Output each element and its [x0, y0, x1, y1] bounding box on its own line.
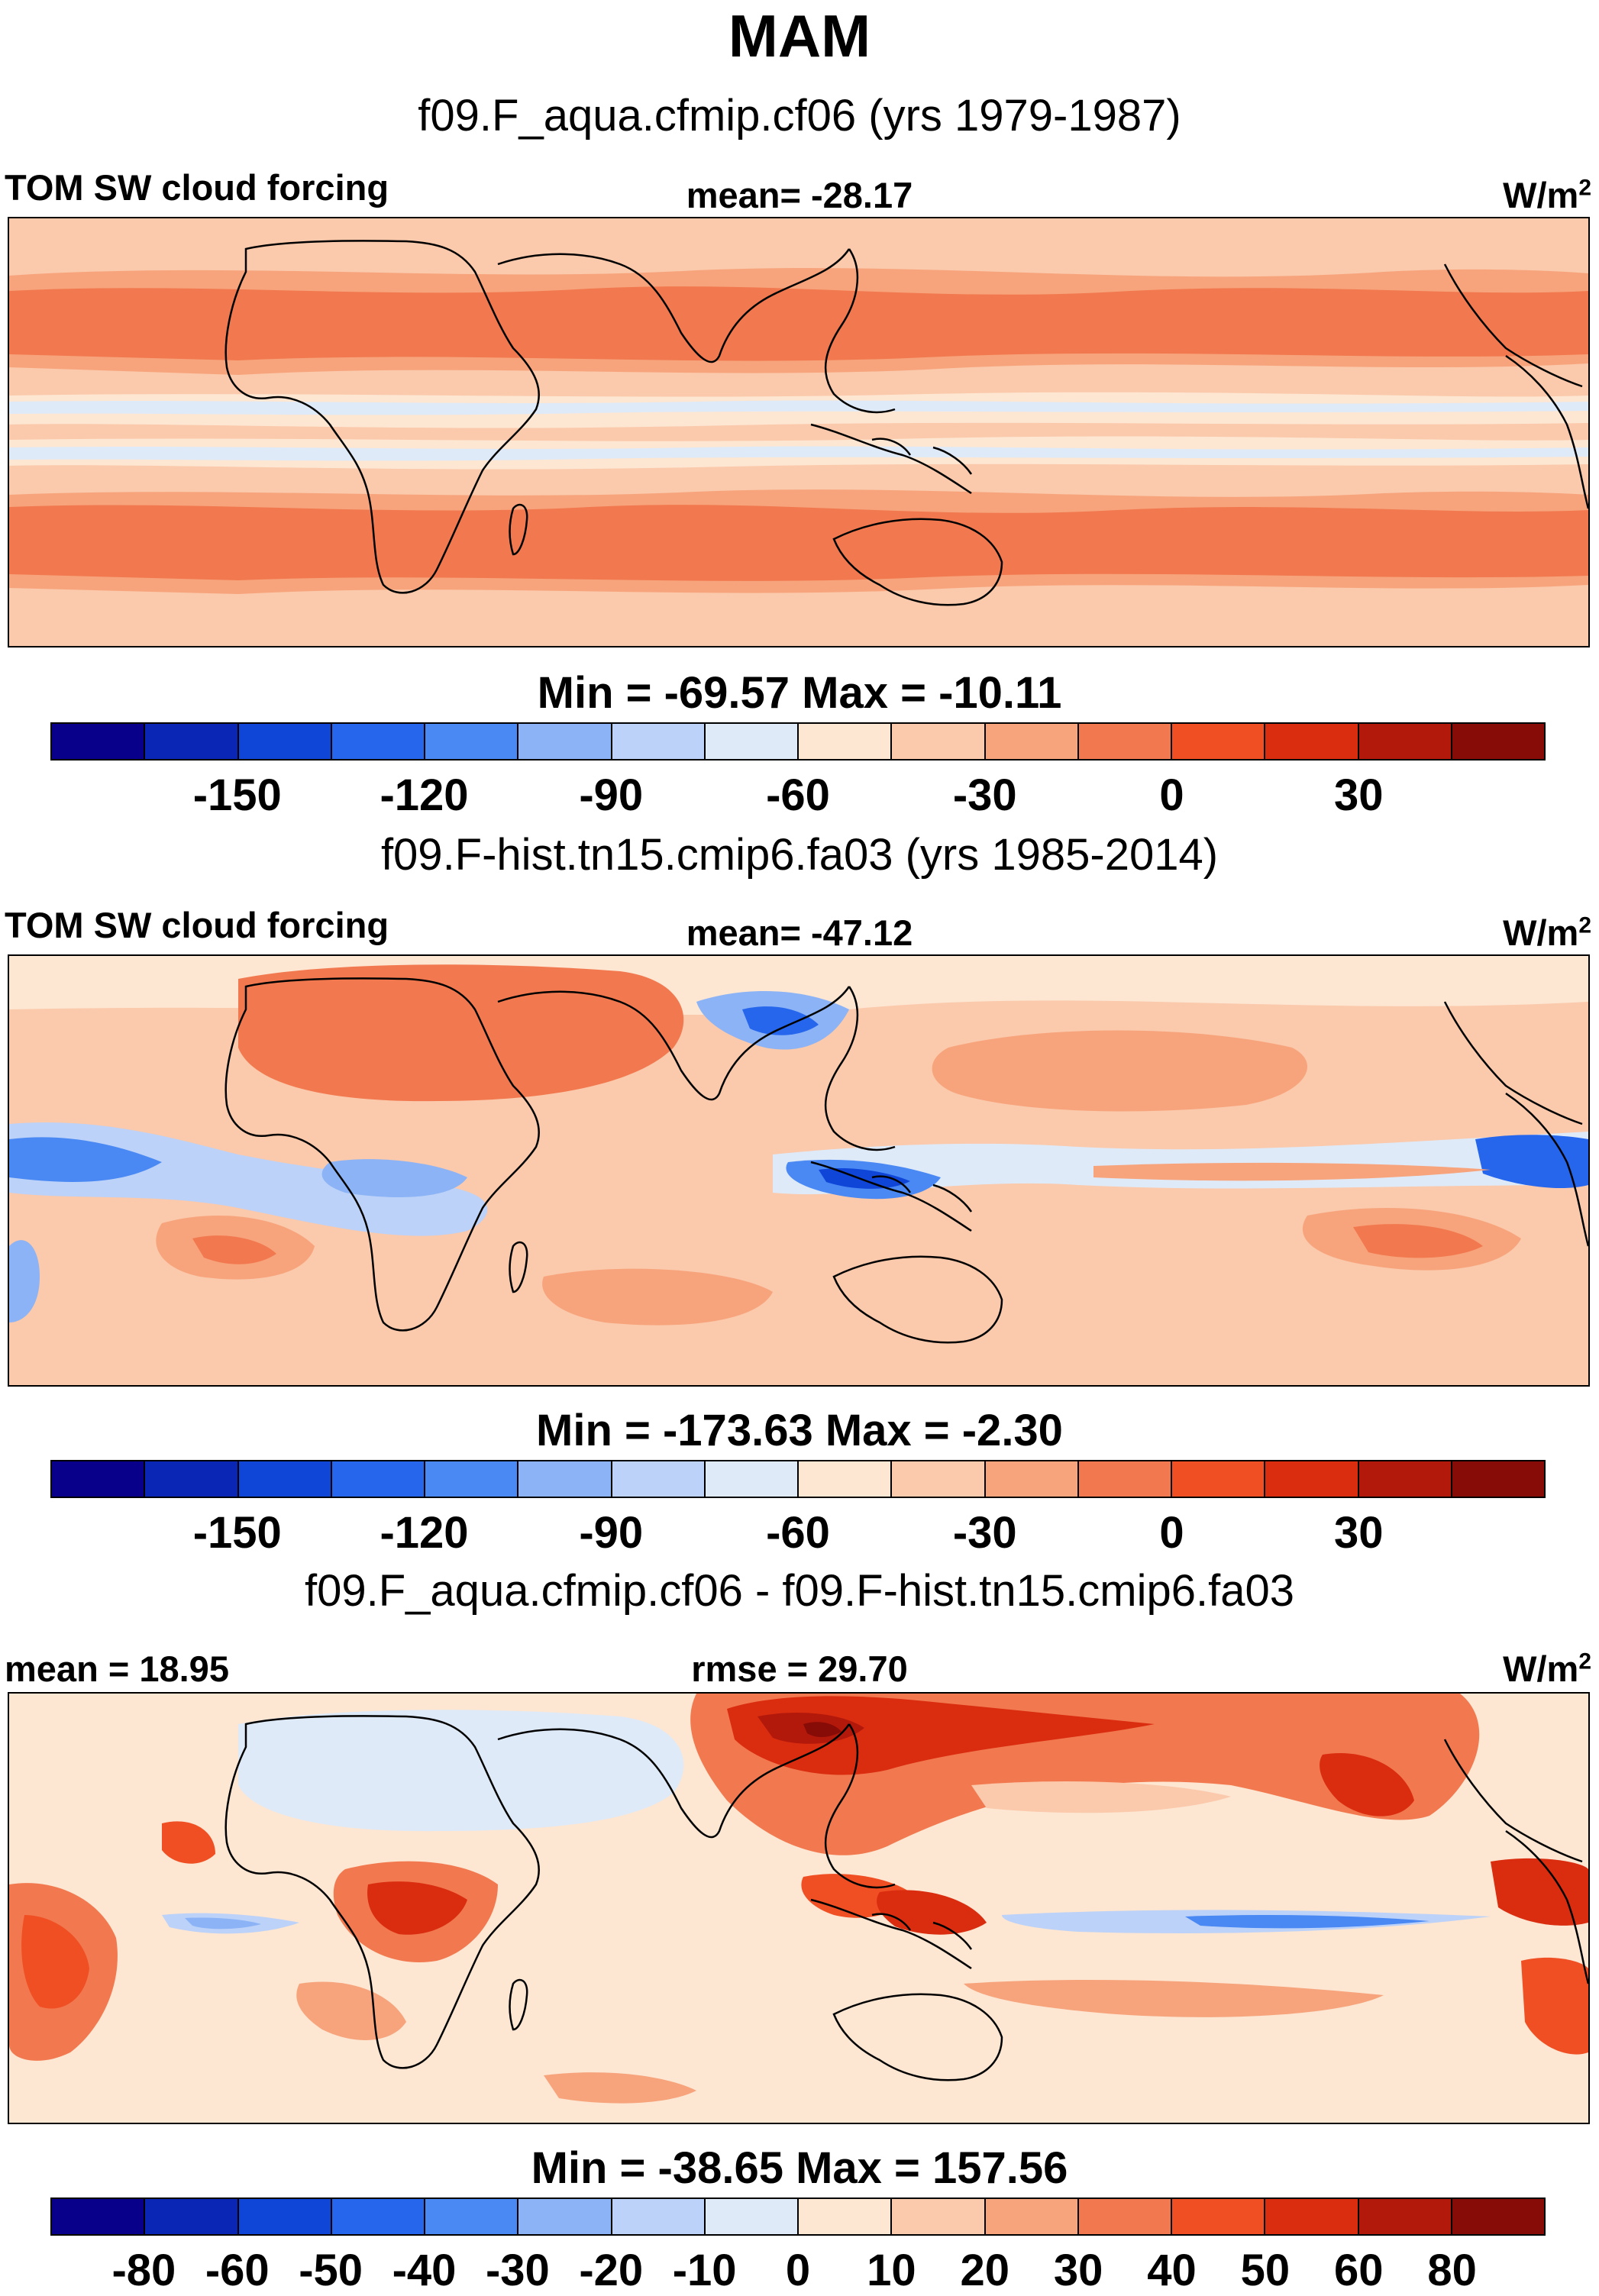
colorbar-swatch	[892, 1461, 986, 1497]
colorbar-tick-label: 60	[1333, 2246, 1384, 2295]
colorbar-tick-label: 40	[1147, 2246, 1197, 2295]
colorbar-tick-label: 80	[1427, 2246, 1477, 2295]
colorbar-tick-label: -150	[192, 1508, 282, 1558]
colorbar-swatch	[1358, 1461, 1452, 1497]
panel-2-colorbar	[50, 1460, 1546, 1498]
colorbar-swatch	[145, 2199, 239, 2234]
colorbar-swatch	[1452, 724, 1544, 759]
colorbar-swatch	[425, 1461, 519, 1497]
colorbar-swatch	[1358, 724, 1452, 759]
colorbar-swatch	[1078, 2199, 1172, 2234]
panel-3-minmax: Min = -38.65 Max = 157.56	[531, 2143, 1068, 2193]
colorbar-tick-label: -10	[672, 2246, 737, 2295]
panel-3-mean-label: mean = 18.95	[5, 1649, 229, 1689]
colorbar-swatch	[331, 724, 425, 759]
colorbar-swatch	[331, 2199, 425, 2234]
panel-1-case-title: f09.F_aqua.cfmip.cf06 (yrs 1979-1987)	[418, 91, 1181, 140]
colorbar-swatch	[518, 1461, 612, 1497]
colorbar-tick-label: 10	[867, 2246, 916, 2295]
colorbar-swatch	[612, 724, 706, 759]
colorbar-tick-label: 50	[1240, 2246, 1291, 2295]
colorbar-swatch	[1452, 1461, 1544, 1497]
panel-1-units: W/m2	[1503, 175, 1591, 215]
colorbar-swatch	[1358, 2199, 1452, 2234]
colorbar-swatch	[985, 724, 1079, 759]
colorbar-swatch	[52, 2199, 146, 2234]
colorbar-swatch	[518, 724, 612, 759]
colorbar-tick-label: -120	[380, 770, 469, 820]
colorbar-tick-label: -40	[392, 2246, 457, 2295]
panel-3-units: W/m2	[1503, 1649, 1591, 1689]
colorbar-swatch	[145, 724, 239, 759]
colorbar-swatch	[1452, 2199, 1544, 2234]
colorbar-swatch	[985, 2199, 1079, 2234]
colorbar-swatch	[238, 1461, 332, 1497]
colorbar-swatch	[1265, 724, 1359, 759]
panel-2-units: W/m2	[1503, 912, 1591, 953]
colorbar-tick-label: 0	[1159, 1508, 1184, 1558]
colorbar-swatch	[799, 724, 893, 759]
colorbar-swatch	[52, 724, 146, 759]
colorbar-swatch	[799, 1461, 893, 1497]
colorbar-tick-label: -20	[579, 2246, 644, 2295]
colorbar-tick-label: -60	[205, 2246, 270, 2295]
colorbar-swatch	[705, 1461, 799, 1497]
panel-1-mean-label: mean= -28.17	[686, 175, 913, 215]
colorbar-tick-label: 20	[960, 2246, 1010, 2295]
panel-3-colorbar	[50, 2198, 1546, 2236]
colorbar-swatch	[892, 724, 986, 759]
panel-2-variable-label: TOM SW cloud forcing	[5, 905, 389, 945]
colorbar-swatch	[145, 1461, 239, 1497]
colorbar-swatch	[612, 2199, 706, 2234]
panel-2-case-title: f09.F-hist.tn15.cmip6.fa03 (yrs 1985-201…	[380, 830, 1219, 880]
colorbar-tick-label: 30	[1053, 2246, 1103, 2295]
panel-1-variable-label: TOM SW cloud forcing	[5, 167, 389, 208]
colorbar-tick-label: -150	[192, 770, 282, 820]
panel-1-colorbar	[50, 722, 1546, 760]
colorbar-tick-label: -50	[299, 2246, 363, 2295]
panel-3-rmse-label: rmse = 29.70	[691, 1649, 908, 1689]
colorbar-swatch	[1265, 2199, 1359, 2234]
colorbar-swatch	[705, 724, 799, 759]
colorbar-swatch	[892, 2199, 986, 2234]
colorbar-tick-label: -30	[485, 2246, 550, 2295]
panel-1-minmax: Min = -69.57 Max = -10.11	[537, 668, 1062, 718]
colorbar-tick-label: -60	[766, 1508, 830, 1558]
colorbar-swatch	[52, 1461, 146, 1497]
colorbar-swatch	[1172, 1461, 1266, 1497]
colorbar-swatch	[518, 2199, 612, 2234]
colorbar-swatch	[1078, 1461, 1172, 1497]
colorbar-swatch	[238, 2199, 332, 2234]
panel-3-map	[8, 1692, 1590, 2124]
colorbar-swatch	[799, 2199, 893, 2234]
colorbar-swatch	[705, 2199, 799, 2234]
figure-title: MAM	[728, 2, 871, 69]
colorbar-swatch	[612, 1461, 706, 1497]
colorbar-tick-label: 30	[1333, 770, 1384, 820]
colorbar-tick-label: 30	[1333, 1508, 1384, 1558]
panel-3-case-title: f09.F_aqua.cfmip.cf06 - f09.F-hist.tn15.…	[305, 1566, 1294, 1616]
colorbar-tick-label: 0	[1159, 770, 1184, 820]
colorbar-tick-label: 0	[785, 2246, 811, 2295]
colorbar-swatch	[425, 2199, 519, 2234]
colorbar-swatch	[985, 1461, 1079, 1497]
colorbar-swatch	[1172, 2199, 1266, 2234]
panel-2-mean-label: mean= -47.12	[686, 912, 913, 953]
panel-1-map	[8, 217, 1590, 647]
colorbar-swatch	[425, 724, 519, 759]
colorbar-tick-label: -80	[111, 2246, 176, 2295]
colorbar-swatch	[331, 1461, 425, 1497]
panel-2-map	[8, 954, 1590, 1387]
colorbar-swatch	[1265, 1461, 1359, 1497]
colorbar-tick-label: -90	[579, 1508, 644, 1558]
colorbar-tick-label: -30	[952, 1508, 1017, 1558]
colorbar-swatch	[238, 724, 332, 759]
colorbar-tick-label: -30	[952, 770, 1017, 820]
panel-2-minmax: Min = -173.63 Max = -2.30	[536, 1406, 1063, 1455]
colorbar-swatch	[1078, 724, 1172, 759]
colorbar-swatch	[1172, 724, 1266, 759]
colorbar-tick-label: -60	[766, 770, 830, 820]
colorbar-tick-label: -120	[380, 1508, 469, 1558]
colorbar-tick-label: -90	[579, 770, 644, 820]
